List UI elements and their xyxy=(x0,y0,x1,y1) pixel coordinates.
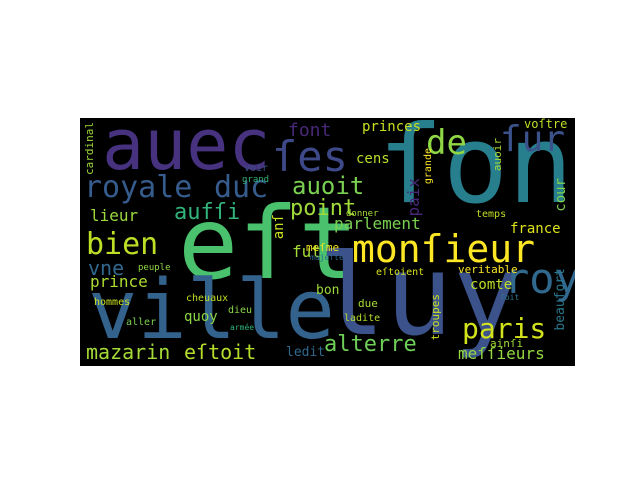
word: donner xyxy=(346,209,379,219)
word: grand xyxy=(242,175,270,185)
word: luy xyxy=(318,231,521,361)
word: ſoit xyxy=(500,293,520,302)
word: anſ xyxy=(271,214,287,240)
word: due xyxy=(358,297,378,310)
word: beaufort xyxy=(553,268,568,331)
word: duc xyxy=(214,170,269,205)
word: ladite xyxy=(344,313,381,324)
word: aller xyxy=(126,317,157,328)
word: auec xyxy=(102,118,271,186)
word: bien xyxy=(86,227,159,262)
word: majeſté xyxy=(310,253,344,262)
word: ainſi xyxy=(490,337,524,350)
word: ville xyxy=(88,263,335,358)
word: armée xyxy=(230,323,255,332)
word: point xyxy=(290,196,357,221)
word-cloud: auec ſon eſt luy ville monſieur royale d… xyxy=(80,118,575,366)
word: quoy xyxy=(184,309,218,325)
word: mazarin xyxy=(86,340,171,364)
word: aufſi xyxy=(174,200,241,225)
word: fut xyxy=(292,242,321,261)
word: comte xyxy=(470,277,513,293)
word: grande xyxy=(423,148,434,185)
word: ſes xyxy=(272,132,348,181)
word: eſt xyxy=(178,185,359,302)
word: cheuaux xyxy=(186,293,229,304)
word: roy xyxy=(504,254,575,303)
word: hommes xyxy=(94,297,131,308)
word: paris xyxy=(462,312,547,345)
word: vne xyxy=(88,256,125,280)
word: france xyxy=(510,221,561,237)
word: prince xyxy=(90,272,148,291)
word: ſur xyxy=(500,119,566,160)
word: de xyxy=(426,123,467,163)
word: parlement xyxy=(334,214,421,233)
word: princes xyxy=(362,119,422,135)
word: monſieur xyxy=(352,227,536,271)
word: eſtoit xyxy=(184,340,257,364)
word: peuple xyxy=(138,263,171,273)
word: paix xyxy=(404,178,423,217)
word: dieu xyxy=(228,305,253,316)
word: temps xyxy=(476,209,507,220)
word: cour xyxy=(553,178,569,212)
word: font xyxy=(288,120,332,141)
word: veritable xyxy=(458,263,518,276)
word: auoir xyxy=(491,138,504,172)
word: cardinal xyxy=(83,122,96,175)
word: meſme xyxy=(306,241,340,254)
word: meſſieurs xyxy=(458,344,545,363)
word: voſtre xyxy=(524,118,568,131)
word: lieur xyxy=(90,206,139,225)
word: troupes xyxy=(429,294,442,341)
word: ledit xyxy=(286,345,326,360)
word: ſon xyxy=(378,118,574,228)
word: voir xyxy=(244,163,269,174)
word: cens xyxy=(356,151,390,167)
word: eſtoient xyxy=(376,267,425,278)
word: bon xyxy=(316,283,340,298)
word: auoit xyxy=(292,172,365,200)
word: alterre xyxy=(324,332,417,357)
word: royale xyxy=(84,170,193,205)
